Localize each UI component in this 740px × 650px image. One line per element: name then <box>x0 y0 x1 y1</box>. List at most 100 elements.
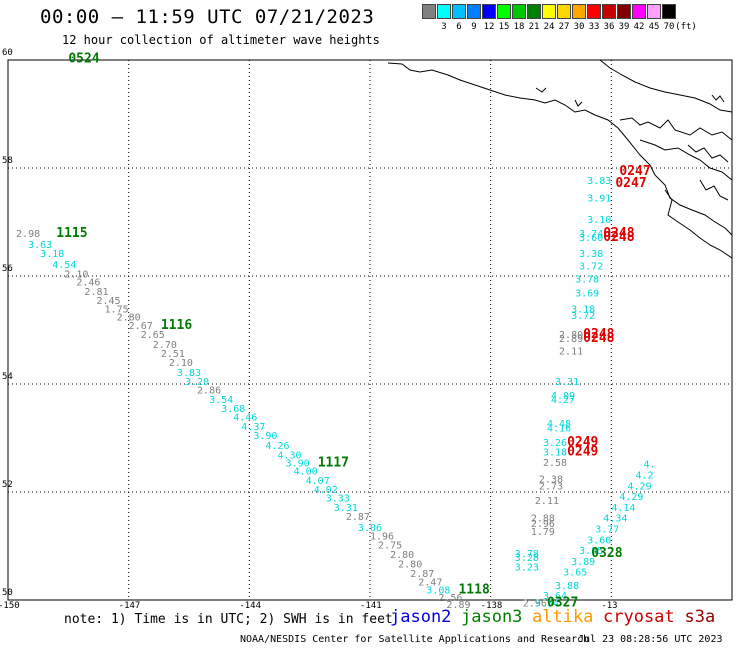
footer-note: note: 1) Time is in UTC; 2) SWH is in fe… <box>64 612 393 627</box>
wave-height-label: 3.38 <box>579 249 603 260</box>
wave-height-label: 2.70 <box>153 340 177 351</box>
wave-height-label: 4.07 <box>306 476 330 487</box>
legend-swatch <box>452 4 466 19</box>
pass-time-label: 1118 <box>458 583 489 598</box>
longitude-tick-label: -138 <box>480 601 503 611</box>
wave-height-label: 3.18 <box>40 249 64 260</box>
wave-height-label: 4.54 <box>52 260 76 271</box>
wave-height-label: 4.00 <box>294 467 318 478</box>
satellite-legend-jason2: jason2 <box>390 607 452 627</box>
legend-swatch <box>632 4 646 19</box>
legend-swatch <box>512 4 526 19</box>
pass-time-label: 0248 <box>583 331 614 346</box>
wave-height-label: 4.37 <box>241 422 265 433</box>
latitude-tick-label: 54 <box>2 372 13 382</box>
satellite-legend-s3a: s3a <box>684 607 716 627</box>
wave-height-label: 4.34 <box>603 514 627 525</box>
wave-height-label: 2.58 <box>543 458 567 469</box>
wave-height-label: 3.26 <box>543 438 567 449</box>
wave-height-label: 2.89 <box>446 600 470 611</box>
wave-height-label: 3.78 <box>575 274 599 285</box>
wave-height-label: 4.29 <box>627 481 651 492</box>
legend-label: 33 <box>588 22 600 32</box>
legend-swatch <box>422 4 436 19</box>
pass-time-label: 1115 <box>56 226 87 241</box>
pass-time-label: 0247 <box>619 164 650 179</box>
wave-height-label: 2.11 <box>535 496 559 507</box>
wave-height-label: 2.11 <box>559 346 583 357</box>
latitude-tick-label: 52 <box>2 480 13 490</box>
wave-height-label: 3.10 <box>587 215 611 226</box>
wave-height-label: 2.75 <box>378 541 402 552</box>
legend-label: 3 <box>441 22 447 32</box>
satellite-legend-jason3: jason3 <box>461 607 523 627</box>
wave-height-label: 2.80 <box>559 330 583 341</box>
wave-height-label: 2.73 <box>539 481 563 492</box>
wave-height-label: 3.23 <box>515 562 539 573</box>
legend-swatch <box>527 4 541 19</box>
pass-time-label: 0249 <box>567 444 598 459</box>
wave-height-label: 4. <box>644 460 656 471</box>
legend-label: 30 <box>573 22 585 32</box>
pass-time-label: 1117 <box>318 456 349 471</box>
legend-label: 39 <box>618 22 630 32</box>
wave-height-label: 3.72 <box>571 311 595 322</box>
wave-height-label: 4.29 <box>619 492 643 503</box>
wave-height-label: 4.09 <box>551 391 575 402</box>
legend-swatch <box>647 4 661 19</box>
legend-swatch <box>602 4 616 19</box>
wave-height-label: 4.30 <box>277 451 301 462</box>
legend-swatch <box>572 4 586 19</box>
wave-height-label: 3.60 <box>587 535 611 546</box>
longitude-tick-label: -13 <box>601 601 618 611</box>
legend-swatch <box>617 4 631 19</box>
wave-height-label: 3.91 <box>587 193 611 204</box>
wave-height-label: 2.87 <box>346 512 370 523</box>
wave-height-label: 3.20 <box>185 377 209 388</box>
wave-height-label: 3.60 <box>579 233 603 244</box>
satellite-legend-cryosat: cryosat <box>603 607 675 627</box>
longitude-tick-label: -141 <box>360 601 382 611</box>
wave-height-label: 2.96 <box>523 598 547 609</box>
legend-label: 42 <box>633 22 645 32</box>
wave-height-label: 3.06 <box>358 523 382 534</box>
wave-height-label: 3.64 <box>543 591 567 602</box>
wave-height-label: 2.86 <box>197 386 221 397</box>
credit-line: NOAA/NESDIS Center for Satellite Applica… <box>240 634 590 645</box>
legend-label: 45 <box>648 22 660 32</box>
latitude-tick-label: 58 <box>2 156 13 166</box>
wave-height-label: 4.27 <box>551 395 575 406</box>
wave-height-label: 3.31 <box>334 503 358 514</box>
legend-swatch <box>542 4 556 19</box>
map-subtitle: 12 hour collection of altimeter wave hei… <box>62 33 380 47</box>
wave-height-label: 2.47 <box>418 577 442 588</box>
wave-height-label: 2.80 <box>398 560 422 571</box>
legend-label: 9 <box>471 22 477 32</box>
wave-height-label: 3.77 <box>595 525 619 536</box>
latitude-tick-label: 50 <box>2 588 13 598</box>
wave-height-label: 3.31 <box>555 377 579 388</box>
wave-height-label: 3.33 <box>326 494 350 505</box>
legend-label: 12 <box>483 22 495 32</box>
graticule <box>8 59 732 601</box>
pass-time-label: 0524 <box>68 52 99 67</box>
wave-height-label: 3.83 <box>587 176 611 187</box>
wave-height-label: 2.46 <box>76 278 100 289</box>
wave-height-label: 3.69 <box>575 289 599 300</box>
wave-height-label: 3.83 <box>177 368 201 379</box>
wave-height-label: 3.18 <box>543 447 567 458</box>
wave-height-label: 3.88 <box>555 581 579 592</box>
wave-height-label: 4.14 <box>611 503 635 514</box>
legend-swatch <box>557 4 571 19</box>
wave-height-label: 1.79 <box>531 527 555 538</box>
pass-time-label: 0248 <box>583 327 614 342</box>
legend-unit: (ft) <box>675 22 697 32</box>
legend-swatch <box>497 4 511 19</box>
legend-label: 6 <box>456 22 462 32</box>
pass-time-label: 0247 <box>615 176 646 191</box>
wave-height-label: 3.54 <box>209 395 233 406</box>
wave-height-label: 2.80 <box>390 550 414 561</box>
wave-height-label: 2.67 <box>129 321 153 332</box>
legend-swatch <box>437 4 451 19</box>
